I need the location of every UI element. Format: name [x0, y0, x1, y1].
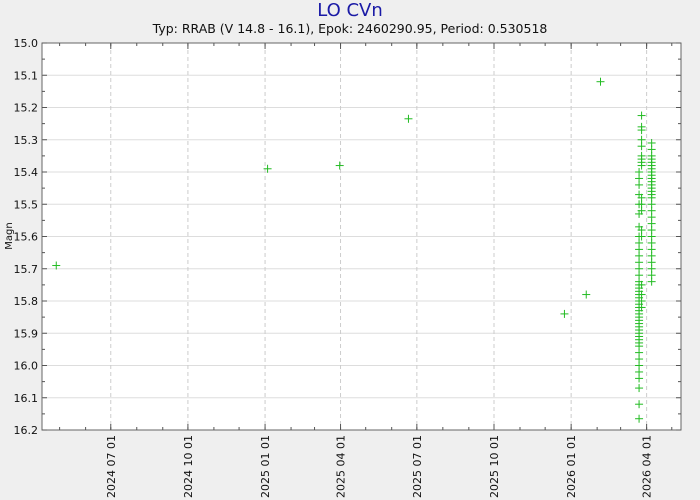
- x-tick-label: 2024 10 01: [182, 435, 195, 498]
- y-tick-label: 15.0: [14, 37, 39, 50]
- y-axis-label: Magn: [4, 222, 15, 249]
- y-tick-label: 15.5: [14, 198, 39, 211]
- data-point: [560, 309, 569, 318]
- chart-title: LO CVn: [317, 0, 383, 21]
- grid: [42, 43, 681, 430]
- data-point: [637, 142, 646, 151]
- data-point: [263, 164, 272, 173]
- y-tick-label: 15.8: [14, 295, 39, 308]
- data-point: [635, 414, 644, 423]
- data-point: [582, 290, 591, 299]
- y-tick-label: 15.7: [14, 263, 39, 276]
- x-tick-label: 2025 01 01: [259, 435, 272, 498]
- data-point: [637, 232, 646, 241]
- y-tick-label: 16.0: [14, 360, 39, 373]
- data-point: [404, 114, 413, 123]
- x-tick-label: 2025 07 01: [411, 435, 424, 498]
- y-tick-label: 15.9: [14, 327, 39, 340]
- x-tick-label: 2025 04 01: [335, 435, 348, 498]
- data-point: [637, 161, 646, 170]
- y-tick-label: 15.1: [14, 69, 39, 82]
- data-point: [637, 126, 646, 135]
- data-point: [335, 161, 344, 170]
- data-points: [52, 77, 656, 423]
- data-point: [637, 111, 646, 120]
- data-point: [52, 261, 61, 270]
- data-point: [635, 400, 644, 409]
- axis-ticks: 15.0 15.1 15.2 15.3 15.4 15.5 15.6 15.7 15.8 15.9…: [14, 37, 681, 498]
- y-tick-label: 16.1: [14, 392, 39, 405]
- x-tick-label: 2025 10 01: [488, 435, 501, 498]
- data-point: [637, 206, 646, 215]
- data-point: [596, 77, 605, 86]
- data-point: [647, 277, 656, 286]
- data-point: [637, 280, 646, 289]
- x-tick-label: 2026 04 01: [641, 435, 654, 498]
- x-tick-label: 2026 01 01: [565, 435, 578, 498]
- x-tick-label: 2024 07 01: [105, 435, 118, 498]
- y-tick-label: 15.2: [14, 102, 39, 115]
- chart-subtitle: Typ: RRAB (V 14.8 - 16.1), Epok: 2460290…: [152, 21, 548, 36]
- y-tick-label: 15.3: [14, 134, 39, 147]
- data-point: [635, 180, 644, 189]
- y-tick-label: 15.6: [14, 231, 39, 244]
- y-tick-label: 16.2: [14, 424, 39, 437]
- y-tick-label: 15.4: [14, 166, 39, 179]
- data-point: [635, 384, 644, 393]
- data-point: [635, 374, 644, 383]
- data-point: [637, 303, 646, 312]
